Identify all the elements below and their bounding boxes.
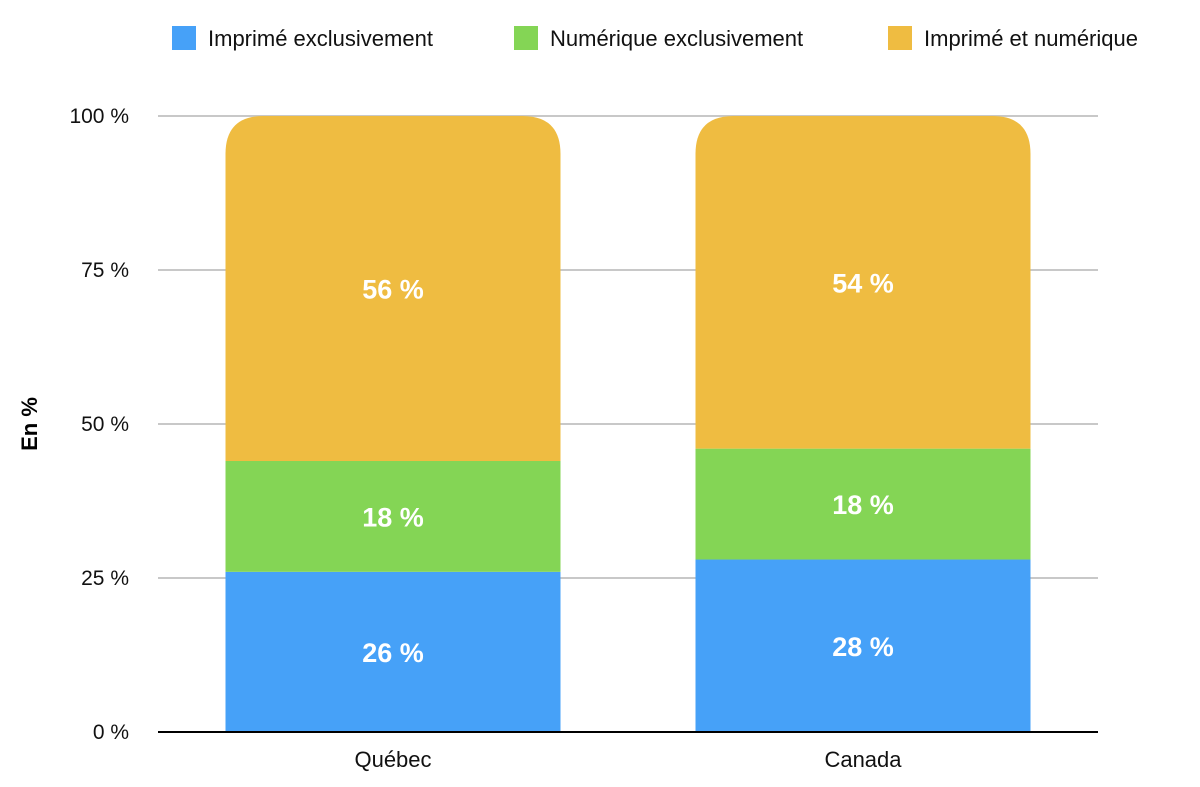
data-label-canada-imprime-exclusivement: 28 % (832, 632, 894, 662)
bar-quebec-imprime-et-numerique (225, 116, 561, 461)
bar-quebec-imprime-exclusivement (225, 571, 561, 732)
bar-canada-imprime-et-numerique (695, 116, 1031, 449)
x-axis: Québec Canada (158, 731, 1098, 772)
legend-label-imprime-exclusivement: Imprimé exclusivement (208, 26, 433, 51)
legend-swatch-imprime-exclusivement (172, 26, 196, 50)
legend-swatch-imprime-et-numerique (888, 26, 912, 50)
data-label-canada-numerique-exclusivement: 18 % (832, 490, 894, 520)
y-tick-label-75: 75 % (81, 259, 129, 282)
y-tick-label-0: 0 % (93, 721, 129, 744)
data-labels: 26 % 18 % 56 % 28 % 18 % 54 % (362, 268, 894, 668)
bars (225, 116, 1031, 732)
y-tick-label-25: 25 % (81, 567, 129, 590)
legend-label-imprime-et-numerique: Imprimé et numérique (924, 26, 1138, 51)
y-axis-title: En % (17, 397, 42, 451)
bar-quebec-numerique-exclusivement (225, 460, 561, 572)
data-label-quebec-imprime-et-numerique: 56 % (362, 274, 424, 304)
legend-label-numerique-exclusivement: Numérique exclusivement (550, 26, 803, 51)
data-label-canada-imprime-et-numerique: 54 % (832, 268, 894, 298)
bar-canada-imprime-exclusivement (695, 559, 1031, 732)
y-axis-ticks: 0 % 25 % 50 % 75 % 100 % (69, 105, 129, 744)
legend-swatch-numerique-exclusivement (514, 26, 538, 50)
legend: Imprimé exclusivement Numérique exclusive… (172, 26, 1138, 51)
bar-canada-numerique-exclusivement (695, 448, 1031, 560)
x-tick-label-quebec: Québec (354, 747, 431, 772)
y-tick-label-50: 50 % (81, 413, 129, 436)
x-tick-label-canada: Canada (824, 747, 902, 772)
data-label-quebec-imprime-exclusivement: 26 % (362, 638, 424, 668)
data-label-quebec-numerique-exclusivement: 18 % (362, 502, 424, 532)
y-tick-label-100: 100 % (69, 105, 129, 128)
